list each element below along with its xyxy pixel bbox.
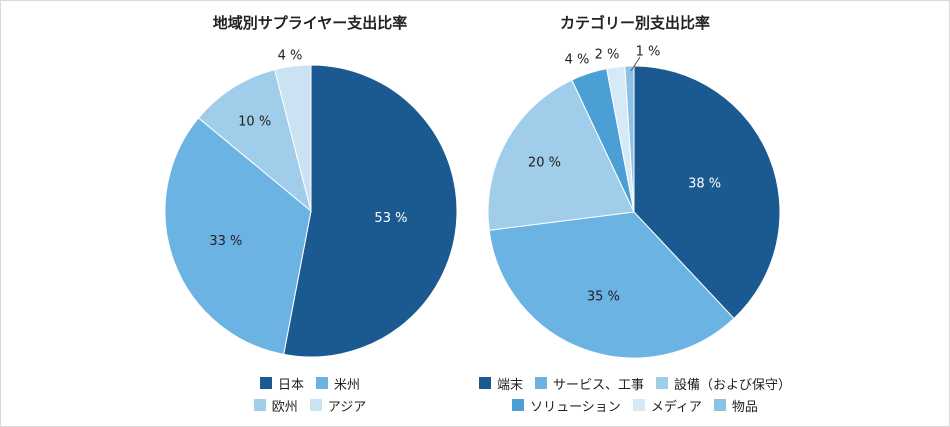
- legend-label: 物品: [731, 399, 758, 415]
- pie-label-0-0: 53 %: [374, 211, 407, 226]
- chart-title-category: カテゴリー別支出比率: [559, 14, 710, 32]
- pie-slice-0-2: [197, 68, 312, 213]
- pie-slice-0-1: [164, 117, 312, 355]
- legend-item: 端末: [478, 374, 523, 393]
- legend-swatch: [259, 377, 272, 389]
- pie-slice-1-0: [633, 65, 781, 320]
- pie-label-0-2: 10 %: [238, 115, 271, 130]
- pie-slice-1-1: [488, 211, 735, 359]
- legend-label: ソリューション: [530, 399, 621, 415]
- legend-item: 設備（および保守）: [656, 374, 791, 393]
- legend-item: 物品: [713, 396, 758, 415]
- legend-item: 米州: [316, 374, 360, 393]
- legend-item: メディア: [632, 396, 702, 415]
- legend-item: ソリューション: [512, 396, 621, 415]
- legend-label: 日本: [277, 377, 304, 393]
- legend-swatch: [512, 399, 525, 411]
- legend-row-1-1: ソリューション メディア 物品: [435, 394, 835, 416]
- legend-category: 端末 サービス、工事 設備（および保守） ソリューション メディア 物品: [435, 372, 835, 416]
- legend-row-0-1: 欧州 アジア: [110, 394, 510, 416]
- legend-label: サービス、工事: [552, 377, 644, 393]
- legend-swatch: [309, 399, 322, 411]
- legend-swatch: [534, 377, 547, 389]
- legend-swatch: [253, 399, 266, 411]
- legend-row-1-0: 端末 サービス、工事 設備（および保守）: [435, 372, 835, 394]
- legend-item: 欧州: [253, 396, 298, 415]
- legend-label: 欧州: [271, 399, 298, 415]
- legend-item: サービス、工事: [534, 374, 644, 393]
- pie-slice-0-0: [283, 64, 458, 358]
- legend-swatch: [316, 377, 328, 389]
- legend-label: アジア: [327, 399, 367, 415]
- pie-label-1-0: 38 %: [688, 177, 721, 192]
- legend-label: 設備（および保守）: [674, 377, 792, 393]
- legend-region: 日本 米州欧州 アジア: [110, 372, 510, 416]
- legend-label: 米州: [334, 377, 361, 393]
- pie-label-1-2: 20 %: [528, 155, 561, 170]
- legend-item: アジア: [309, 396, 367, 415]
- legend-label: 端末: [496, 377, 523, 393]
- legend-swatch: [632, 399, 645, 411]
- pie-label-1-3: 4 %: [565, 53, 590, 68]
- legend-swatch: [478, 377, 491, 389]
- pie-label-1-5: 1 %: [636, 45, 661, 60]
- pie-slice-0-3: [274, 64, 312, 212]
- pie-slice-1-2: [487, 79, 635, 231]
- legend-label: メディア: [650, 399, 702, 415]
- pie-label-0-3: 4 %: [278, 49, 303, 64]
- legend-swatch: [656, 377, 668, 389]
- leader-line-1-5: [630, 56, 641, 72]
- pie-label-1-1: 35 %: [587, 290, 620, 305]
- pie-label-0-1: 33 %: [209, 234, 242, 249]
- legend-item: 日本: [259, 374, 304, 393]
- pie-label-1-4: 2 %: [595, 48, 620, 63]
- legend-swatch: [713, 399, 726, 411]
- chart-title-region: 地域別サプライヤー支出比率: [212, 14, 408, 32]
- legend-row-0-0: 日本 米州: [110, 372, 510, 394]
